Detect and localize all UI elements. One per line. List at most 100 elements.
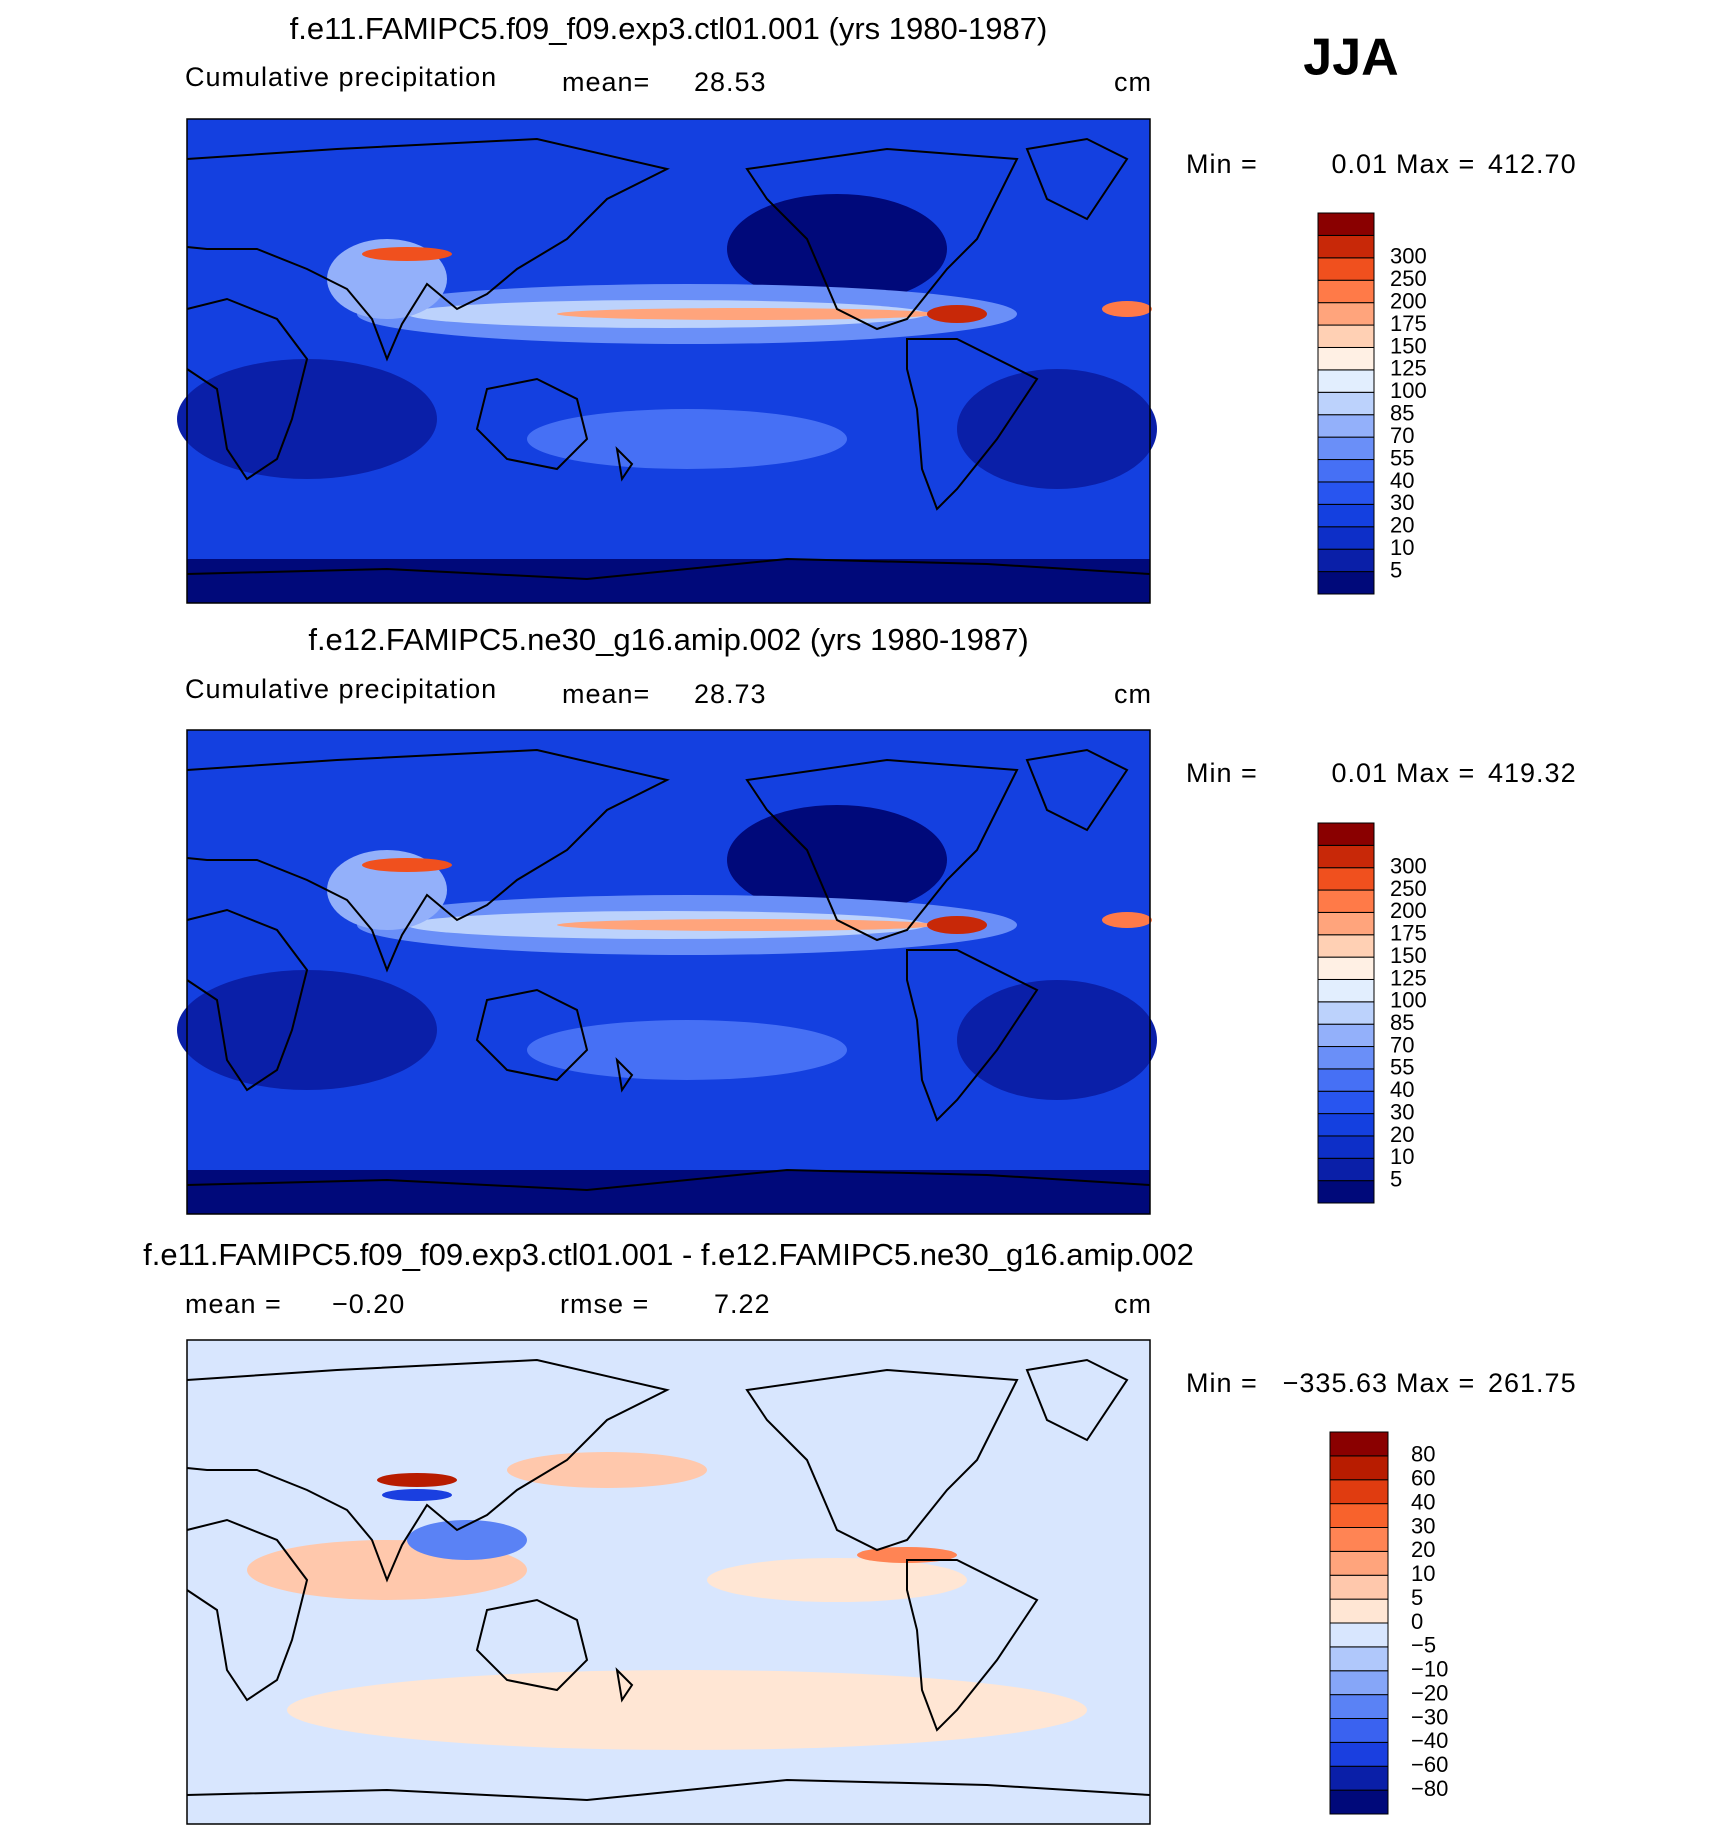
variable-label: Cumulative precipitation (185, 62, 497, 92)
colorbar-box (1317, 481, 1375, 505)
colorbar-label: 0 (1411, 1609, 1423, 1634)
colorbar-box (1317, 391, 1375, 416)
map-frame (186, 1339, 1151, 1825)
min-label: Min = (1186, 149, 1258, 179)
colorbar-label: −80 (1411, 1776, 1448, 1801)
colorbar-box (1317, 279, 1375, 304)
map-frame (186, 729, 1151, 1215)
colorbar-label: 175 (1390, 921, 1427, 946)
panel-title: f.e11.FAMIPC5.f09_f09.exp3.ctl01.001 (yr… (290, 11, 1048, 46)
colorbar-label: 300 (1390, 244, 1427, 269)
colorbar-box (1329, 1598, 1389, 1624)
colorbar-box (1317, 346, 1375, 371)
colorbar-box (1317, 503, 1375, 528)
colorbar-box (1317, 1113, 1375, 1137)
colorbar-box (1329, 1574, 1389, 1600)
mean-label: mean= (562, 679, 650, 709)
colorbar-box (1317, 369, 1375, 393)
panel-title: f.e11.FAMIPC5.f09_f09.exp3.ctl01.001 - f… (143, 1237, 1194, 1272)
max-value: 419.32 (1488, 758, 1577, 788)
mean-label: mean= (562, 67, 650, 97)
colorbar-label: 200 (1390, 898, 1427, 923)
max-label: Max = (1396, 149, 1475, 179)
colorbar-box (1329, 1646, 1389, 1672)
max-label: Max = (1396, 1368, 1475, 1398)
colorbar-box (1329, 1550, 1389, 1576)
colorbar-box (1329, 1503, 1389, 1528)
map-field (177, 119, 1157, 603)
colorbar-box (1317, 571, 1375, 595)
units: cm (1114, 67, 1152, 97)
colorbar-label: 80 (1411, 1442, 1435, 1467)
mean-label: mean = (185, 1289, 282, 1319)
min-label: Min = (1186, 1368, 1258, 1398)
colorbar-label: 100 (1390, 988, 1427, 1013)
map (186, 1339, 1151, 1825)
map-field (187, 1340, 1150, 1824)
map-frame (186, 118, 1151, 604)
colorbar-label: 100 (1390, 378, 1427, 403)
colorbar-box (1317, 234, 1375, 259)
colorbar-label: 40 (1411, 1489, 1435, 1514)
season-label: JJA (1303, 29, 1398, 87)
colorbar-label: −30 (1411, 1704, 1448, 1729)
colorbar-label: 20 (1390, 1122, 1414, 1147)
colorbar-label: 5 (1390, 1166, 1402, 1191)
max-label: Max = (1396, 758, 1475, 788)
colorbar-box (1317, 302, 1375, 326)
colorbar-box (1317, 889, 1375, 913)
colorbar-box (1317, 1157, 1375, 1182)
colorbar-label: 5 (1390, 557, 1402, 582)
colorbar-label: −60 (1411, 1752, 1448, 1777)
colorbar-box (1317, 844, 1375, 869)
colorbar-label: 85 (1390, 401, 1414, 426)
panel-title: f.e12.FAMIPC5.ne30_g16.amip.002 (yrs 198… (308, 622, 1028, 657)
panel: f.e11.FAMIPC5.f09_f09.exp3.ctl01.001 - f… (143, 1237, 1577, 1825)
min-value: −335.63 (1283, 1368, 1388, 1398)
colorbar-label: 5 (1411, 1585, 1423, 1610)
colorbar-label: 10 (1390, 1144, 1414, 1169)
colorbar-label: 300 (1390, 854, 1427, 879)
panels: f.e11.FAMIPC5.f09_f09.exp3.ctl01.001 (yr… (143, 11, 1577, 1825)
colorbar-label: 70 (1390, 423, 1414, 448)
colorbar-box (1317, 1135, 1375, 1159)
colorbar-box (1317, 436, 1375, 461)
colorbar-label: 55 (1390, 1055, 1414, 1080)
colorbar-box (1329, 1431, 1389, 1457)
colorbar-box (1317, 956, 1375, 980)
colorbar-label: 150 (1390, 333, 1427, 358)
colorbar-box (1317, 1180, 1375, 1204)
colorbar-box (1317, 257, 1375, 281)
colorbar-box (1329, 1741, 1389, 1767)
rmse-label: rmse = (560, 1289, 649, 1319)
mean-value: 28.73 (694, 679, 767, 709)
colorbar-box (1329, 1455, 1389, 1481)
colorbar-box (1317, 1090, 1375, 1115)
colorbar-box (1329, 1718, 1389, 1743)
colorbar-box (1317, 459, 1375, 483)
colorbar-box (1329, 1789, 1389, 1815)
colorbar-label: 40 (1390, 468, 1414, 493)
colorbar-box (1317, 911, 1375, 936)
colorbar-box (1329, 1479, 1389, 1505)
mean-value: 28.53 (694, 67, 767, 97)
colorbar-label: 30 (1390, 1099, 1414, 1124)
map-field (177, 730, 1157, 1214)
colorbar-label: 55 (1390, 445, 1414, 470)
colorbar-label: 250 (1390, 266, 1427, 291)
colorbar-box (1317, 1068, 1375, 1092)
max-value: 261.75 (1488, 1368, 1577, 1398)
colorbar-box (1329, 1765, 1389, 1791)
colorbar-box (1317, 1001, 1375, 1025)
colorbar-label: 200 (1390, 288, 1427, 313)
colorbar-label: 175 (1390, 311, 1427, 336)
rmse-value: 7.22 (714, 1289, 771, 1319)
colorbar-box (1329, 1622, 1389, 1648)
colorbar-label: 10 (1411, 1561, 1435, 1586)
colorbar-label: 40 (1390, 1077, 1414, 1102)
colorbar-label: −40 (1411, 1728, 1448, 1753)
colorbar-label: 30 (1411, 1513, 1435, 1538)
colorbar-label: 150 (1390, 943, 1427, 968)
colorbar-label: −5 (1411, 1633, 1436, 1658)
